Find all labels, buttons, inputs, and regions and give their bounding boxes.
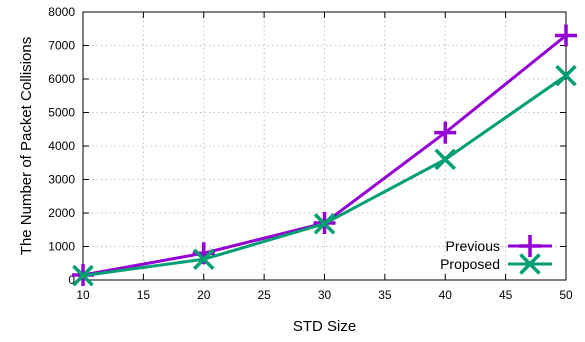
legend: Previous Proposed	[440, 235, 552, 275]
legend-label: Previous	[446, 238, 500, 254]
data-point	[434, 148, 456, 171]
data-point	[555, 64, 577, 87]
legend-label: Proposed	[440, 256, 500, 272]
data-point	[72, 264, 94, 287]
legend-marker	[519, 235, 541, 257]
y-tick-label: 5000	[48, 106, 75, 120]
x-axis-title: STD Size	[293, 318, 356, 335]
y-tick-label: 3000	[48, 173, 75, 187]
data-point	[555, 24, 577, 47]
y-axis-title: The Number of Packet Collisions	[18, 37, 35, 255]
x-tick-label: 35	[378, 288, 392, 302]
y-tick-label: 7000	[48, 39, 75, 53]
y-tick-label: 0	[68, 273, 75, 287]
x-tick-label: 45	[499, 288, 513, 302]
y-tick-label: 8000	[48, 5, 75, 19]
y-tick-label: 4000	[48, 139, 75, 153]
x-axis: 10 15 20 25 30 35 40 45 50	[76, 12, 573, 302]
data-point	[434, 121, 457, 144]
x-tick-label: 25	[257, 288, 271, 302]
data-point	[313, 212, 336, 235]
plot-frame	[82, 11, 567, 281]
y-tick-label: 6000	[48, 72, 75, 86]
x-tick-label: 40	[439, 288, 453, 302]
y-tick-label: 2000	[48, 206, 75, 220]
x-tick-label: 50	[559, 288, 573, 302]
x-tick-label: 30	[318, 288, 332, 302]
x-tick-label: 10	[76, 288, 90, 302]
x-tick-label: 20	[197, 288, 211, 302]
x-tick-label: 15	[137, 288, 151, 302]
series-layer	[72, 24, 577, 287]
data-point	[193, 248, 215, 270]
y-tick-label: 1000	[48, 240, 75, 254]
legend-marker	[519, 253, 541, 275]
y-axis: 0 1000 2000 3000 4000 5000 6000 7000 8000	[48, 5, 566, 287]
series-proposed	[72, 64, 577, 287]
